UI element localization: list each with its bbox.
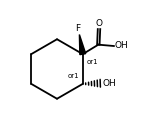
Text: or1: or1 — [86, 59, 98, 65]
Polygon shape — [79, 34, 86, 55]
Text: OH: OH — [102, 79, 116, 88]
Text: or1: or1 — [67, 73, 79, 79]
Text: OH: OH — [115, 41, 128, 50]
Text: F: F — [76, 24, 81, 33]
Text: O: O — [96, 19, 103, 28]
